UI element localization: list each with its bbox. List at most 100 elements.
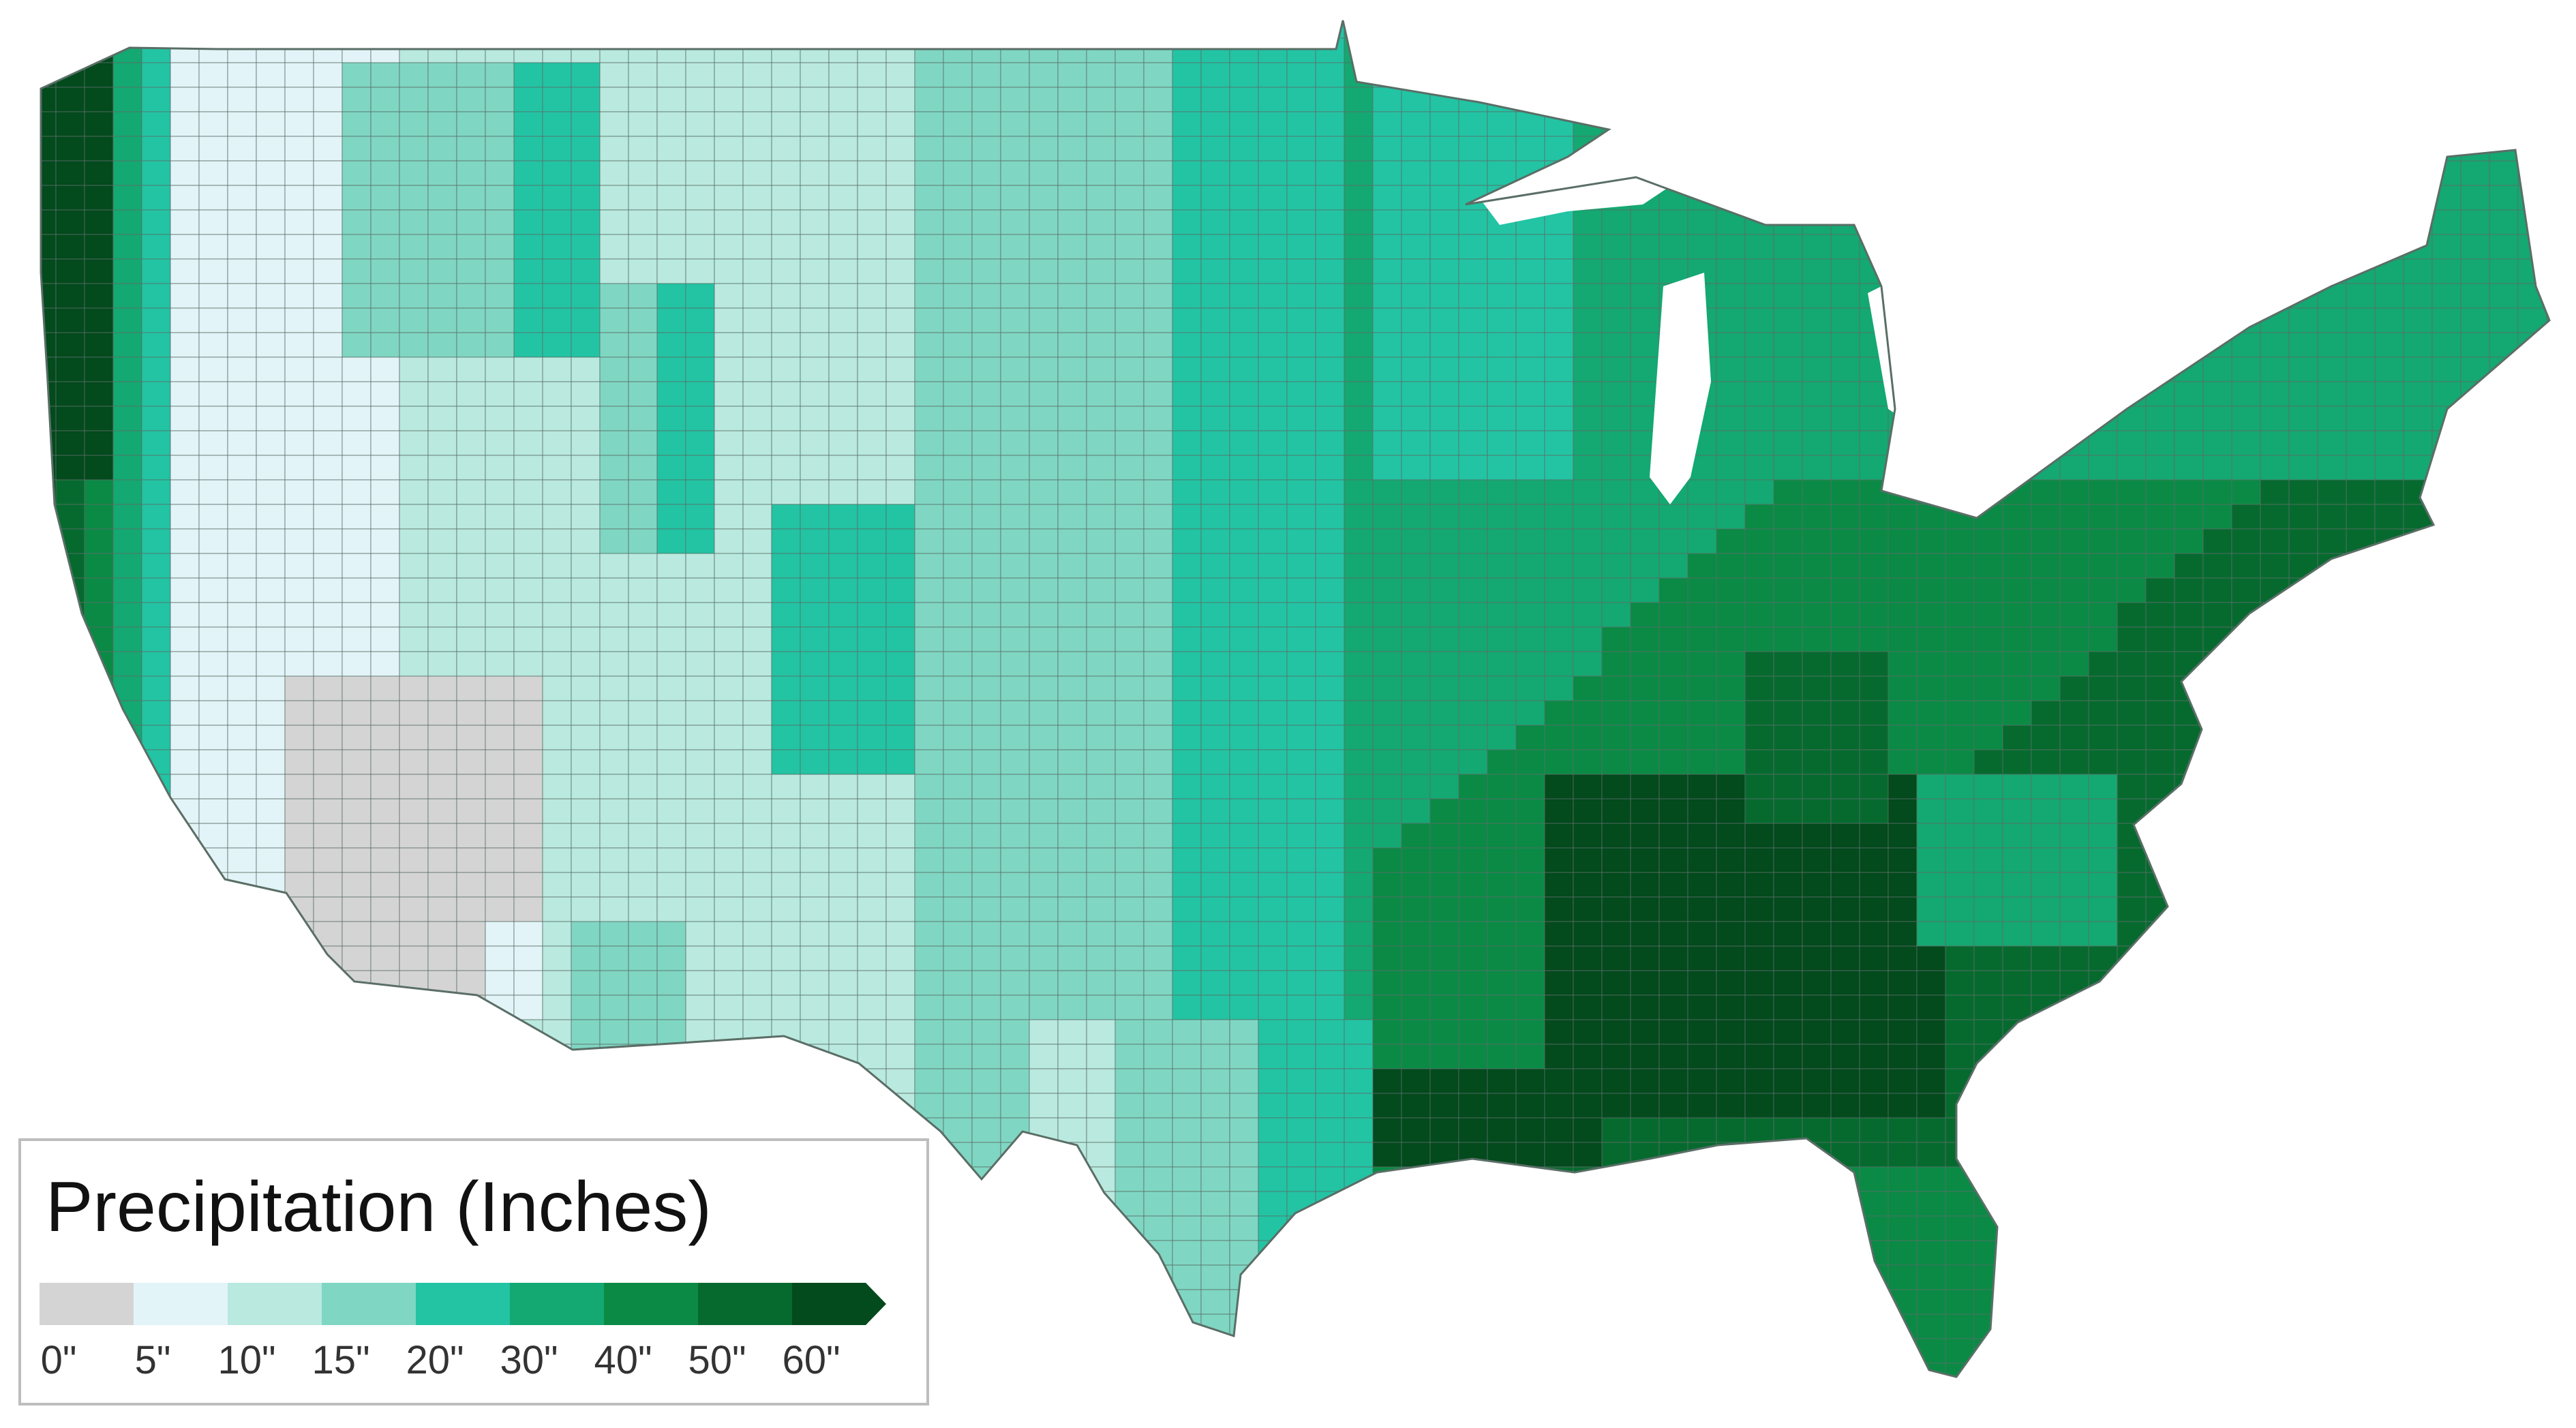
county-cell [1000, 136, 1030, 162]
county-cell [1458, 455, 1488, 481]
county-cell [1229, 185, 1259, 211]
county-cell [1515, 1191, 1545, 1217]
county-cell [1029, 1068, 1059, 1094]
county-cell [2288, 896, 2318, 922]
county-cell [1487, 921, 1517, 947]
county-cell [141, 381, 171, 407]
county-cell [227, 283, 257, 309]
county-cell [2145, 258, 2175, 284]
county-cell [1687, 774, 1717, 800]
county-cell [2260, 651, 2290, 677]
county-cell [370, 1093, 400, 1119]
county-cell [1888, 725, 1918, 750]
county-cell [1372, 1215, 1402, 1241]
county-cell [427, 896, 457, 922]
county-cell [1429, 553, 1459, 579]
county-cell [2260, 921, 2290, 947]
county-cell [800, 1068, 830, 1094]
county-cell [427, 234, 457, 260]
county-cell [1716, 823, 1746, 849]
county-cell [1973, 994, 2003, 1020]
county-cell [170, 111, 200, 137]
county-cell [1515, 994, 1545, 1020]
county-cell [714, 1068, 744, 1094]
county-cell [1973, 725, 2003, 750]
county-cell [198, 234, 228, 260]
county-cell [2088, 1117, 2118, 1143]
county-cell [2002, 62, 2032, 88]
county-cell [1830, 381, 1860, 407]
county-cell [914, 1068, 944, 1094]
county-cell [513, 1068, 543, 1094]
county-cell [84, 577, 114, 603]
county-cell [55, 136, 85, 162]
county-cell [1744, 774, 1774, 800]
county-cell [1029, 602, 1059, 628]
county-cell [2517, 160, 2547, 186]
county-cell [456, 87, 486, 112]
county-cell [1773, 479, 1803, 505]
county-cell [2260, 725, 2290, 750]
county-cell [1029, 774, 1059, 800]
county-cell [2317, 1338, 2347, 1364]
county-cell [1487, 1191, 1517, 1217]
county-cell [1401, 406, 1431, 431]
county-cell [55, 1093, 85, 1119]
county-cell [1115, 577, 1145, 603]
county-cell [84, 234, 114, 260]
county-cell [1773, 381, 1803, 407]
county-cell [1916, 1191, 1946, 1217]
county-cell [2117, 381, 2147, 407]
county-cell [714, 136, 744, 162]
county-cell [1000, 945, 1030, 971]
county-cell [1258, 1166, 1288, 1192]
county-cell [485, 675, 515, 701]
county-cell [1544, 553, 1574, 579]
county-cell [2002, 455, 2032, 481]
county-cell [198, 945, 228, 971]
county-cell [1344, 1313, 1374, 1339]
county-cell [1888, 1363, 1918, 1377]
county-cell [1973, 749, 2003, 775]
county-cell [370, 37, 400, 63]
county-cell [399, 307, 429, 333]
county-cell [2489, 945, 2519, 971]
county-cell [198, 725, 228, 750]
county-cell [2202, 749, 2232, 775]
county-cell [971, 1044, 1001, 1069]
county-cell [857, 479, 887, 505]
county-cell [2174, 430, 2204, 456]
county-cell [771, 381, 801, 407]
county-cell [571, 577, 601, 603]
county-cell [542, 136, 572, 162]
county-cell [599, 160, 629, 186]
county-cell [800, 528, 830, 554]
county-cell [1315, 37, 1345, 63]
county-cell [2431, 234, 2461, 260]
county-cell [1143, 136, 1173, 162]
county-cell [1544, 381, 1574, 407]
county-cell [2546, 37, 2549, 63]
county-cell [2202, 20, 2232, 39]
county-cell [1086, 1215, 1116, 1241]
county-cell [1802, 234, 1832, 260]
county-cell [456, 111, 486, 137]
county-cell [800, 430, 830, 456]
county-cell [399, 675, 429, 701]
county-cell [685, 798, 715, 824]
county-cell [485, 430, 515, 456]
county-cell [1515, 553, 1545, 579]
county-cell [1115, 1240, 1145, 1266]
county-cell [1515, 406, 1545, 431]
county-cell [2317, 234, 2347, 260]
county-cell [1515, 381, 1545, 407]
county-cell [1601, 406, 1631, 431]
county-cell [1744, 111, 1774, 137]
county-cell [313, 725, 343, 750]
county-cell [2202, 994, 2232, 1020]
county-cell [914, 626, 944, 652]
county-cell [571, 725, 601, 750]
county-cell [1773, 602, 1803, 628]
county-cell [1429, 1363, 1459, 1377]
county-cell [141, 602, 171, 628]
